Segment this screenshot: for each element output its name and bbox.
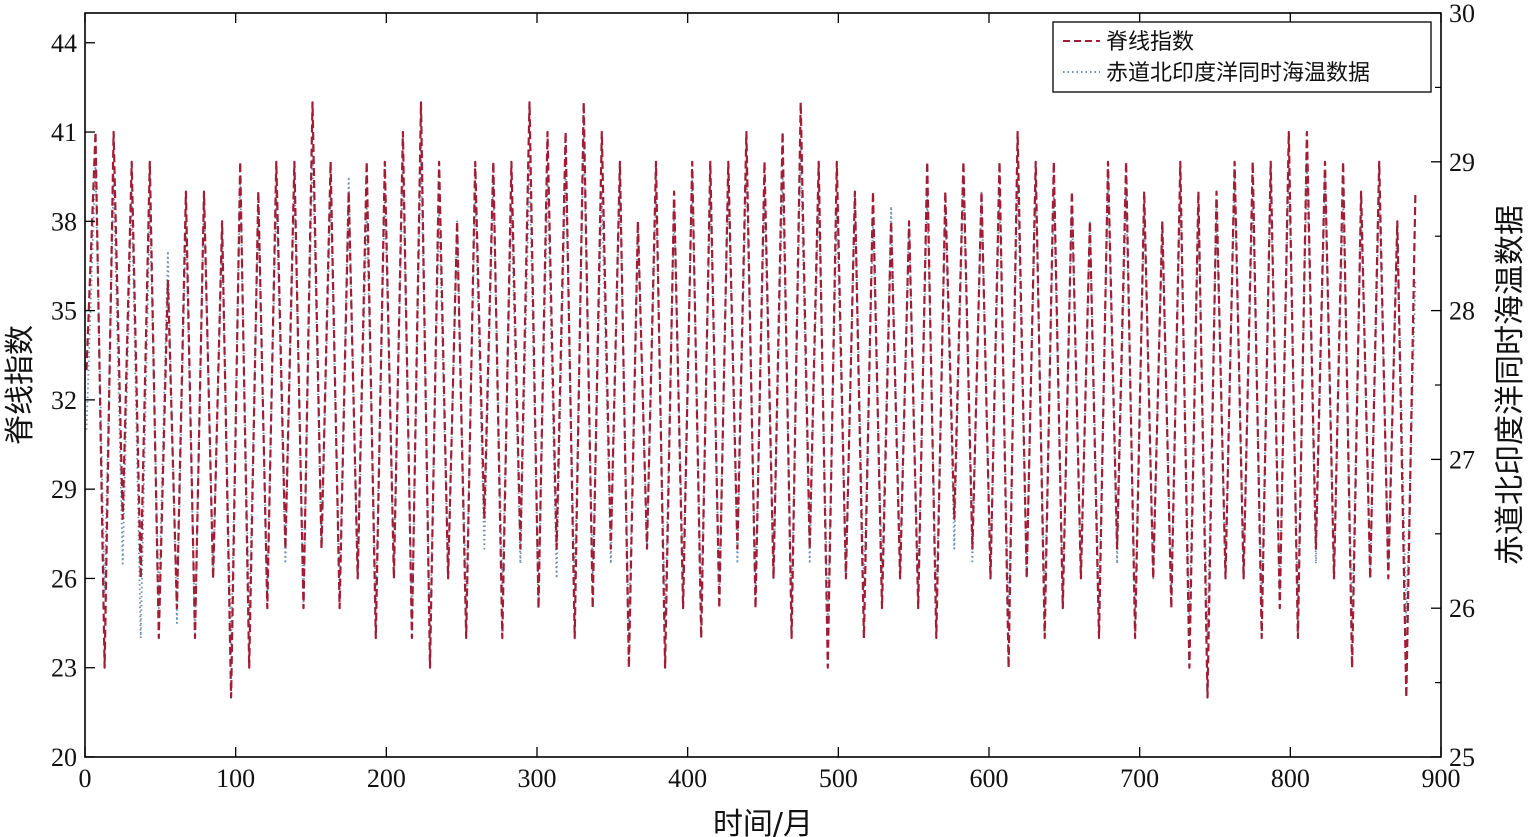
y-axis-left: 20 23 26 29 32 35 38 41 44	[51, 29, 95, 772]
x-tick-label: 800	[1271, 764, 1310, 793]
x-tick-label: 300	[518, 764, 557, 793]
x-tick-label: 700	[1120, 764, 1159, 793]
legend-label-sst: 赤道北印度洋同时海温数据	[1106, 61, 1370, 86]
y-left-tick-label: 35	[51, 297, 77, 326]
y-right-tick-label: 25	[1449, 743, 1475, 772]
legend-box	[1052, 21, 1432, 93]
y-left-tick-label: 29	[51, 475, 77, 504]
series-line-sst	[85, 131, 1417, 654]
x-tick-label: 400	[668, 764, 707, 793]
x-tick-label: 0	[79, 764, 92, 793]
x-tick-label: 500	[819, 764, 858, 793]
x-axis: 0 100 200 300 400 500 600 700 800 900	[79, 13, 1461, 793]
x-tick-label: 600	[970, 764, 1009, 793]
y-left-tick-label: 41	[51, 118, 77, 147]
y-right-tick-label: 30	[1449, 0, 1475, 28]
y-axis-right-title: 赤道北印度洋同时海温数据	[1493, 205, 1528, 565]
x-tick-label: 200	[367, 764, 406, 793]
y-left-tick-label: 20	[51, 743, 77, 772]
y-left-tick-label: 26	[51, 564, 77, 593]
x-axis-title: 时间/月	[713, 807, 813, 837]
y-left-tick-label: 44	[51, 29, 77, 58]
x-tick-label: 100	[216, 764, 255, 793]
series-line-ridge-index	[85, 101, 1417, 699]
y-axis-left-title: 脊线指数	[3, 325, 38, 445]
x-tick-label: 900	[1422, 764, 1461, 793]
series-lines	[85, 101, 1417, 699]
y-axis-right: 25 26 27 28 29 30	[1431, 0, 1475, 772]
legend-label-ridge-index: 脊线指数	[1106, 30, 1194, 55]
y-right-tick-label: 29	[1449, 148, 1475, 177]
y-right-tick-label: 28	[1449, 297, 1475, 326]
y-right-tick-label: 27	[1449, 445, 1475, 474]
legend: 脊线指数 赤道北印度洋同时海温数据	[1052, 21, 1432, 93]
y-left-tick-label: 32	[51, 386, 77, 415]
y-left-tick-label: 38	[51, 207, 77, 236]
y-left-tick-label: 23	[51, 654, 77, 683]
y-right-tick-label: 26	[1449, 594, 1475, 623]
